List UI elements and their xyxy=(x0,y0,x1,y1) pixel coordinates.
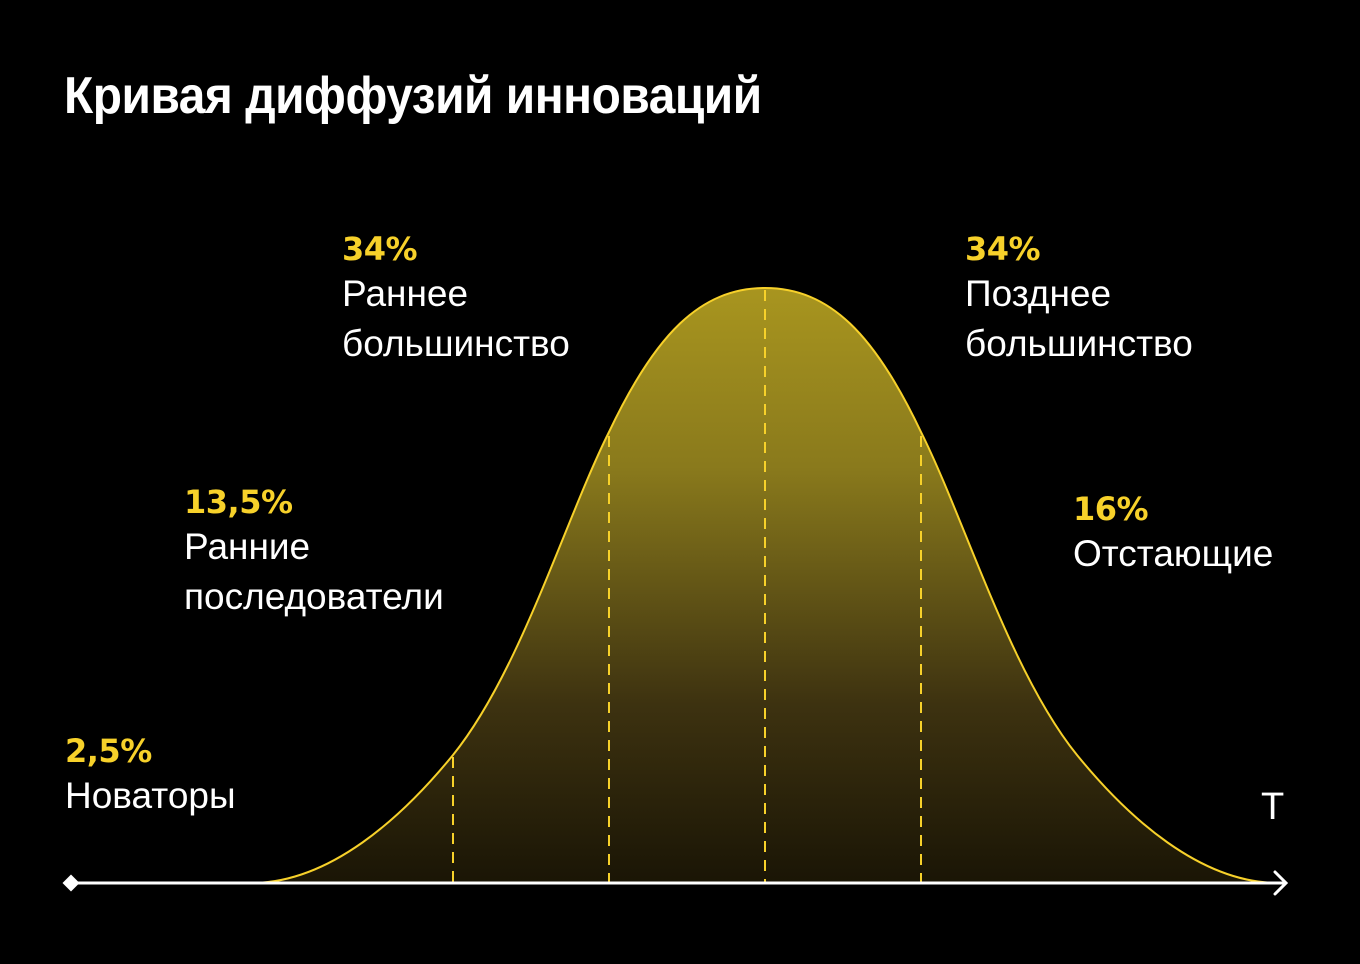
segment-early-majority: 34% Раннее большинство xyxy=(342,229,570,369)
page-title: Кривая диффузий инноваций xyxy=(64,67,762,125)
segment-name-line-2: большинство xyxy=(342,323,570,364)
segment-name: Отстающие xyxy=(1073,533,1274,574)
segment-name-line-2: последователи xyxy=(184,576,444,617)
segment-innovators: 2,5% Новаторы xyxy=(65,731,236,821)
segment-percent: 2,5% xyxy=(65,732,152,770)
curve-outline xyxy=(254,286,1276,884)
segment-name: Новаторы xyxy=(65,775,236,816)
segment-name-line-2: большинство xyxy=(965,323,1193,364)
segment-name-line-1: Раннее xyxy=(342,273,469,314)
segment-laggards: 16% Отстающие xyxy=(1073,489,1273,579)
axis-arrow-icon xyxy=(1273,870,1289,896)
segment-name-line-1: Ранние xyxy=(184,526,311,567)
axis-label-time: T xyxy=(1261,786,1285,828)
segment-percent: 34% xyxy=(965,230,1041,268)
segment-early-adopters: 13,5% Ранние последователи xyxy=(184,482,444,622)
segment-name-line-1: Позднее xyxy=(965,273,1112,314)
axis-start-diamond-icon xyxy=(62,874,80,892)
segment-percent: 13,5% xyxy=(184,483,293,521)
segment-dividers xyxy=(452,290,922,882)
segment-late-majority: 34% Позднее большинство xyxy=(965,229,1193,369)
segment-percent: 34% xyxy=(342,230,418,268)
segment-percent: 16% xyxy=(1073,490,1149,528)
